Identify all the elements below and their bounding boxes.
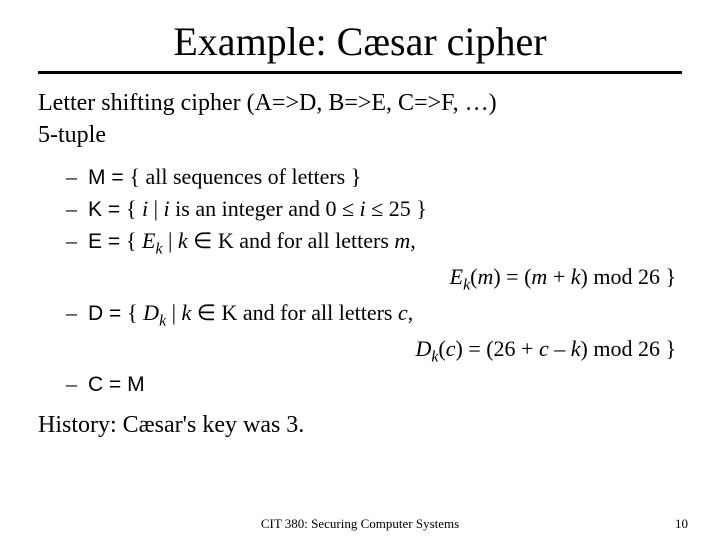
m-rest: { all sequences of letters } (129, 164, 361, 189)
bullet-dash: – (66, 193, 88, 224)
bullet-dash: – (66, 297, 88, 328)
k-rest: { i | i is an integer and 0 ≤ i ≤ 25 } (126, 196, 427, 221)
history-line: History: Cæsar's key was 3. (38, 412, 682, 439)
tuple-item-d-cont: Dk(c) = (26 + c – k) mod 26 } (66, 333, 682, 369)
e-rest: { Ek | k ∈ K and for all letters m, (126, 228, 416, 253)
bullet-dash: – (66, 161, 88, 192)
tuple-item-k: – K = { i | i is an integer and 0 ≤ i ≤ … (66, 193, 682, 225)
e-lead: E = (88, 230, 126, 253)
tuple-item-d: – D = { Dk | k ∈ K and for all letters c… (66, 297, 682, 333)
intro-line-2: 5-tuple (38, 120, 682, 152)
tuple-item-e-cont: Ek(m) = (m + k) mod 26 } (66, 261, 682, 297)
bullet-dash: – (66, 225, 88, 256)
k-lead: K = (88, 198, 126, 221)
footer-center: CIT 380: Securing Computer Systems (261, 516, 459, 532)
tuple-item-c: – C = M (66, 368, 682, 400)
title-rule (38, 71, 682, 74)
page-number: 10 (675, 516, 688, 532)
slide-title: Example: Cæsar cipher (38, 18, 682, 65)
tuple-list: – M = { all sequences of letters } – K =… (66, 161, 682, 400)
bullet-dash: – (66, 368, 88, 399)
m-lead: M = (88, 166, 129, 189)
d-rest: { Dk | k ∈ K and for all letters c, (127, 300, 413, 325)
c-lead: C = M (88, 373, 145, 396)
tuple-item-m: – M = { all sequences of letters } (66, 161, 682, 193)
tuple-item-e: – E = { Ek | k ∈ K and for all letters m… (66, 225, 682, 261)
intro-line-1: Letter shifting cipher (A=>D, B=>E, C=>F… (38, 88, 682, 120)
d-lead: D = (88, 302, 127, 325)
slide: Example: Cæsar cipher Letter shifting ci… (0, 0, 720, 540)
